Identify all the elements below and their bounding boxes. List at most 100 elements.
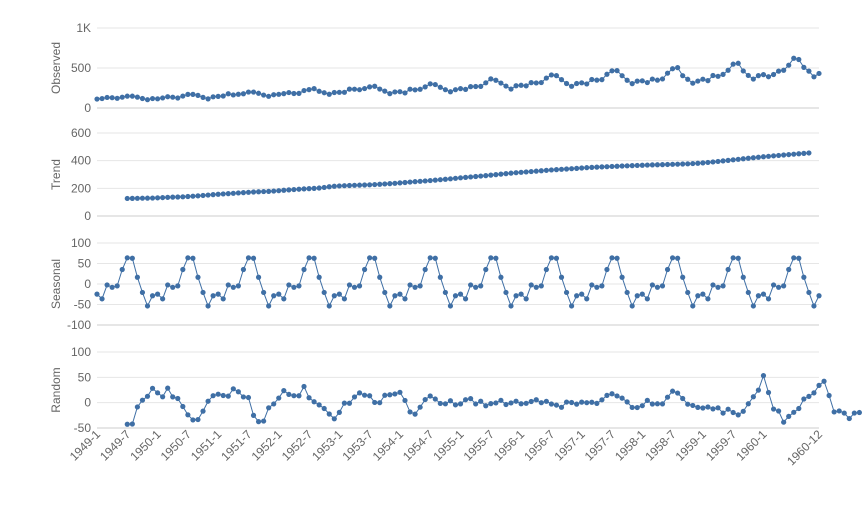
seasonal-point <box>392 293 398 299</box>
trend-point <box>134 195 140 201</box>
random-point <box>594 400 600 406</box>
seasonal-point <box>740 274 746 280</box>
trend-point <box>341 183 347 189</box>
random-point <box>417 404 423 410</box>
seasonal-point <box>225 282 231 288</box>
trend-point <box>190 193 196 199</box>
random-point <box>604 392 610 398</box>
trend-point <box>740 156 746 162</box>
trend-point <box>427 177 433 184</box>
observed-point <box>528 80 534 86</box>
seasonal-point <box>351 284 358 290</box>
seasonal-point <box>442 289 448 296</box>
random-point <box>715 405 721 411</box>
random-point <box>563 399 570 405</box>
observed-point <box>538 79 544 86</box>
trend-point <box>730 157 736 163</box>
random-point <box>397 389 403 395</box>
seasonal-point <box>594 284 600 290</box>
observed-point <box>245 89 252 95</box>
observed-y-tick-label: 1K <box>76 21 91 35</box>
seasonal-point <box>715 284 721 290</box>
random-point <box>816 382 822 388</box>
observed-point <box>190 91 196 97</box>
observed-point <box>755 73 762 79</box>
trend-point <box>786 151 792 158</box>
observed-point <box>301 87 307 94</box>
seasonal-point <box>498 274 504 280</box>
random-point <box>205 398 211 404</box>
random-point <box>796 405 802 412</box>
random-point <box>619 395 625 401</box>
x-tick-label: 1958-7 <box>642 427 679 464</box>
seasonal-point <box>518 291 524 297</box>
seasonal-point <box>261 289 267 296</box>
observed-point <box>99 95 105 102</box>
seasonal-point <box>493 255 499 261</box>
observed-point <box>654 77 661 83</box>
trend-point <box>457 175 464 181</box>
random-series-line <box>127 374 860 425</box>
seasonal-point <box>786 266 792 273</box>
x-tick-label: 1950-1 <box>127 427 164 464</box>
x-tick-label: 1958-1 <box>612 427 649 464</box>
seasonal-point <box>175 283 181 289</box>
observed-point <box>144 97 151 103</box>
random-panel: -50 0 50 100 Random <box>49 345 862 435</box>
random-point <box>508 400 514 406</box>
seasonal-point <box>427 255 433 261</box>
seasonal-point <box>139 289 146 296</box>
observed-point <box>675 65 681 71</box>
trend-point <box>705 159 711 166</box>
x-tick-label: 1955-1 <box>430 427 467 464</box>
random-point <box>634 404 640 411</box>
observed-point <box>791 55 797 61</box>
random-point <box>447 398 454 404</box>
seasonal-point <box>154 291 161 297</box>
trend-point <box>240 190 247 196</box>
random-point <box>569 399 575 406</box>
observed-point <box>801 64 807 70</box>
random-point <box>533 397 539 403</box>
seasonal-point <box>735 255 741 261</box>
random-point <box>346 400 353 406</box>
seasonal-point <box>306 255 312 261</box>
trend-point <box>589 164 595 170</box>
x-tick-label: 1952-1 <box>249 427 286 464</box>
random-point <box>255 419 262 425</box>
trend-point <box>579 165 585 171</box>
random-point <box>851 410 857 416</box>
random-point <box>462 397 469 403</box>
seasonal-point <box>397 291 403 297</box>
seasonal-point <box>639 291 645 297</box>
random-point <box>170 394 176 400</box>
seasonal-point <box>685 289 691 296</box>
seasonal-point <box>144 303 151 309</box>
x-tick-label: 1959-7 <box>703 427 740 464</box>
trend-point <box>735 156 741 162</box>
trend-point <box>245 189 252 195</box>
random-point <box>856 409 862 416</box>
random-point <box>402 397 408 404</box>
random-y-tick-label: 50 <box>78 370 92 384</box>
observed-point <box>392 89 398 95</box>
seasonal-point <box>730 255 736 261</box>
observed-point <box>261 92 267 98</box>
trend-point <box>180 194 186 200</box>
seasonal-point <box>745 289 751 296</box>
observed-point <box>690 80 696 86</box>
random-point <box>291 393 297 399</box>
seasonal-point <box>316 274 322 280</box>
seasonal-point <box>387 303 393 309</box>
trend-point <box>629 163 635 169</box>
observed-point <box>356 87 363 93</box>
observed-point <box>205 96 211 102</box>
observed-point <box>281 91 287 97</box>
observed-point <box>594 77 600 83</box>
observed-point <box>705 78 711 84</box>
x-tick-label: 1952-7 <box>279 427 316 464</box>
random-point <box>629 404 635 411</box>
seasonal-point <box>412 284 418 290</box>
seasonal-point <box>432 255 438 261</box>
x-tick-label: 1953-7 <box>339 427 376 464</box>
